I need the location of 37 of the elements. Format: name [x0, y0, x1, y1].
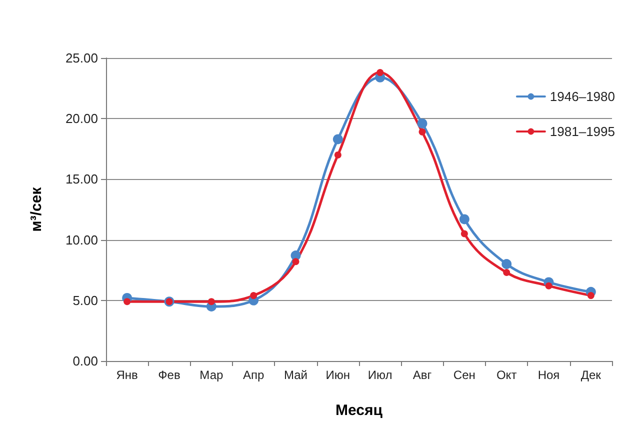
point [208, 298, 215, 306]
point [459, 214, 470, 224]
point [417, 118, 428, 128]
x-tick-label: Фев [158, 368, 180, 382]
y-tick-label: 5.00 [72, 292, 98, 308]
point [376, 69, 384, 76]
x-tick-label: Сен [453, 368, 476, 382]
point [587, 292, 594, 300]
y-tick-label: 20.00 [65, 111, 98, 126]
y-tick-label: 0.00 [72, 354, 98, 368]
point [250, 292, 258, 300]
y-tick-label: 15.00 [65, 172, 98, 187]
point [418, 128, 426, 136]
legend-label: 1946–1980 [550, 89, 616, 104]
point [332, 134, 343, 144]
x-tick-label: Дек [580, 368, 602, 382]
y-tick-label: 10.00 [65, 232, 98, 248]
x-tick-label: Апр [242, 368, 264, 382]
x-tick-label: Мар [200, 368, 224, 382]
y-tick-label: 25.00 [65, 50, 98, 66]
point [502, 259, 512, 270]
x-tick-label: Авг [412, 368, 432, 382]
point [334, 151, 342, 158]
x-axis-title: Месяц [336, 402, 384, 419]
point [503, 269, 510, 276]
point [292, 258, 300, 266]
x-tick-label: Окт [496, 368, 518, 382]
x-tick-label: Ноя [538, 368, 560, 382]
point [545, 282, 552, 290]
point [124, 298, 131, 306]
x-tick-label: Июн [326, 368, 350, 382]
point [460, 230, 468, 238]
y-axis-title: м³/сек [28, 186, 45, 232]
x-tick-label: Июл [368, 368, 392, 382]
x-tick-label: Май [284, 368, 308, 382]
x-tick-label: Янв [116, 368, 138, 382]
legend-label: 1981–1995 [550, 124, 616, 139]
